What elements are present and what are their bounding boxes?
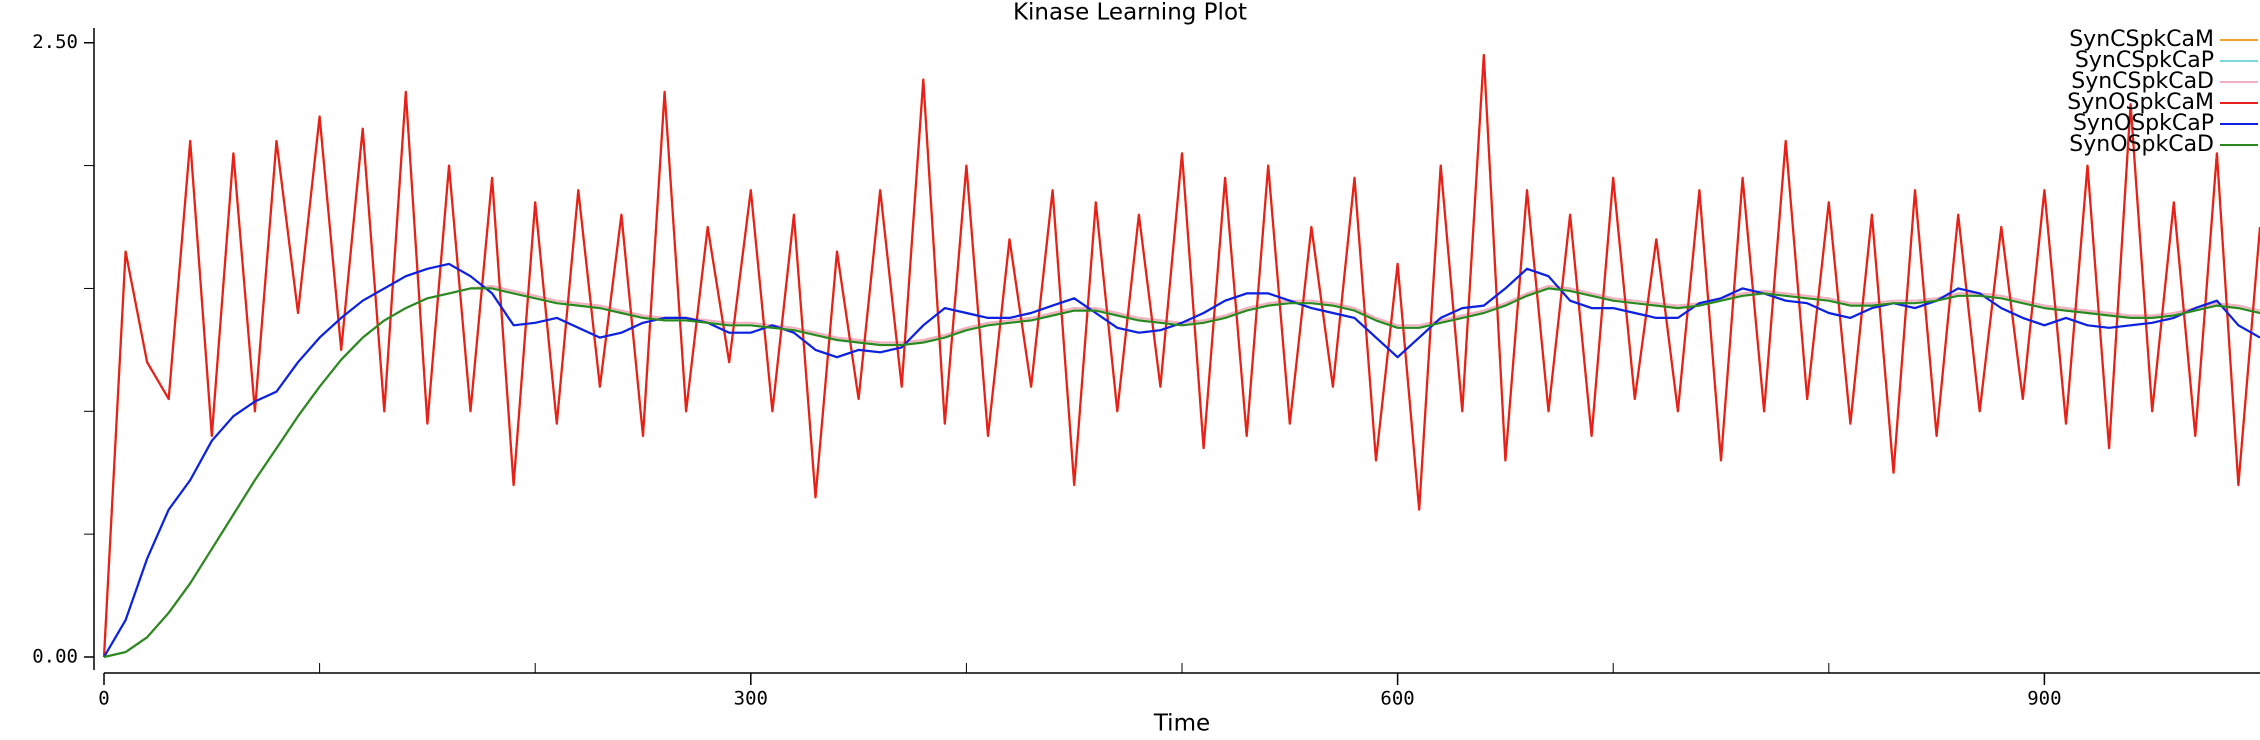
- x-tick-label: 300: [734, 688, 768, 710]
- legend-label: SynCSpkCaM: [2069, 27, 2214, 52]
- x-axis-label: Time: [1153, 711, 1210, 737]
- series-line: [103, 287, 2260, 659]
- series-line: [102, 53, 2260, 658]
- legend-label: SynCSpkCaP: [2075, 48, 2214, 73]
- series-line: [103, 262, 2260, 658]
- legend-label: SynOSpkCaP: [2073, 111, 2214, 136]
- series-line: [103, 284, 2260, 659]
- x-tick-label: 600: [1380, 688, 1414, 710]
- x-tick-label: 900: [2027, 688, 2061, 710]
- y-tick-label: 0.00: [32, 646, 78, 668]
- chart-title: Kinase Learning Plot: [1013, 0, 1247, 26]
- legend-label: SynCSpkCaD: [2071, 69, 2214, 94]
- series-line: [102, 53, 2260, 658]
- legend-label: SynOSpkCaM: [2067, 90, 2214, 115]
- y-tick-label: 2.50: [32, 31, 78, 53]
- legend-label: SynOSpkCaD: [2069, 132, 2214, 157]
- x-tick-label: 0: [98, 688, 109, 710]
